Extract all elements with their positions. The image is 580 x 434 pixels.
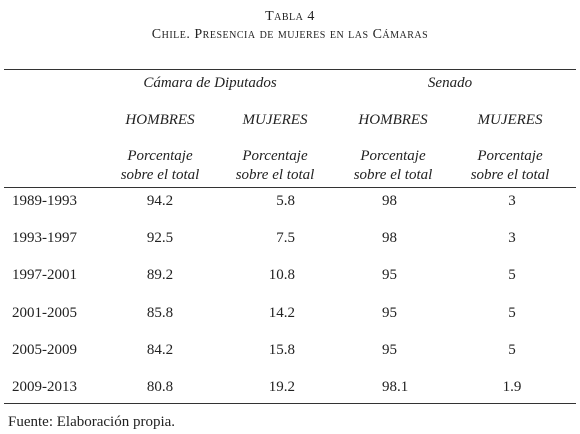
bottom-rule (4, 403, 576, 404)
cell: 19.2 (268, 379, 295, 395)
cell: 98 (382, 230, 397, 247)
column-sublabel: sobre el total (353, 167, 433, 183)
cell: 95 (382, 267, 397, 284)
cell: 5.8 (276, 193, 295, 209)
column-sublabel: Porcentaje (127, 148, 193, 164)
cell: 7.5 (276, 230, 295, 247)
column-header: MUJERES (242, 112, 308, 128)
footnote: Fuente: Elaboración propia. (8, 414, 176, 430)
cell: 3 (508, 230, 516, 247)
column-header: HOMBRES (358, 112, 428, 128)
cell: 3 (508, 193, 516, 209)
cell: 98.1 (382, 379, 409, 395)
cell: 5 (508, 341, 516, 358)
cell: 80.8 (146, 379, 174, 395)
row-label: 2001-2005 (12, 304, 77, 321)
cell: 95 (382, 304, 397, 321)
row-label: 1989-1993 (12, 193, 77, 209)
column-header: MUJERES (477, 112, 543, 128)
column-sublabel: sobre el total (120, 167, 200, 183)
row-label: 2005-2009 (12, 341, 77, 358)
column-sublabel: sobre el total (470, 167, 550, 183)
cell: 5 (508, 267, 516, 284)
table-subtitle: Chile. Presencia de mujeres en las Cámar… (151, 27, 429, 42)
group-header: Senado (427, 75, 473, 91)
row-label: 1993-1997 (12, 230, 77, 247)
cell: 98 (382, 193, 397, 209)
cell: 10.8 (268, 267, 295, 284)
cell: 84.2 (146, 341, 174, 358)
cell: 92.5 (146, 230, 174, 247)
table-title: Tabla 4 (265, 9, 315, 24)
column-sublabel: sobre el total (235, 167, 315, 183)
cell: 95 (382, 341, 397, 358)
cell: 1.9 (502, 379, 522, 395)
column-sublabel: Porcentaje (360, 148, 426, 164)
cell: 94.2 (146, 193, 174, 209)
cell: 14.2 (268, 304, 295, 321)
cell: 85.8 (146, 304, 174, 321)
column-header: HOMBRES (125, 112, 195, 128)
cell: 15.8 (268, 341, 295, 358)
cell: 89.2 (146, 267, 174, 284)
row-label: 2009-2013 (12, 379, 77, 395)
row-label: 1997-2001 (12, 267, 77, 284)
cell: 5 (508, 304, 516, 321)
header-rule (4, 187, 576, 188)
column-sublabel: Porcentaje (477, 148, 543, 164)
column-sublabel: Porcentaje (242, 148, 308, 164)
group-header: Cámara de Diputados (143, 75, 277, 91)
top-rule (4, 69, 576, 70)
